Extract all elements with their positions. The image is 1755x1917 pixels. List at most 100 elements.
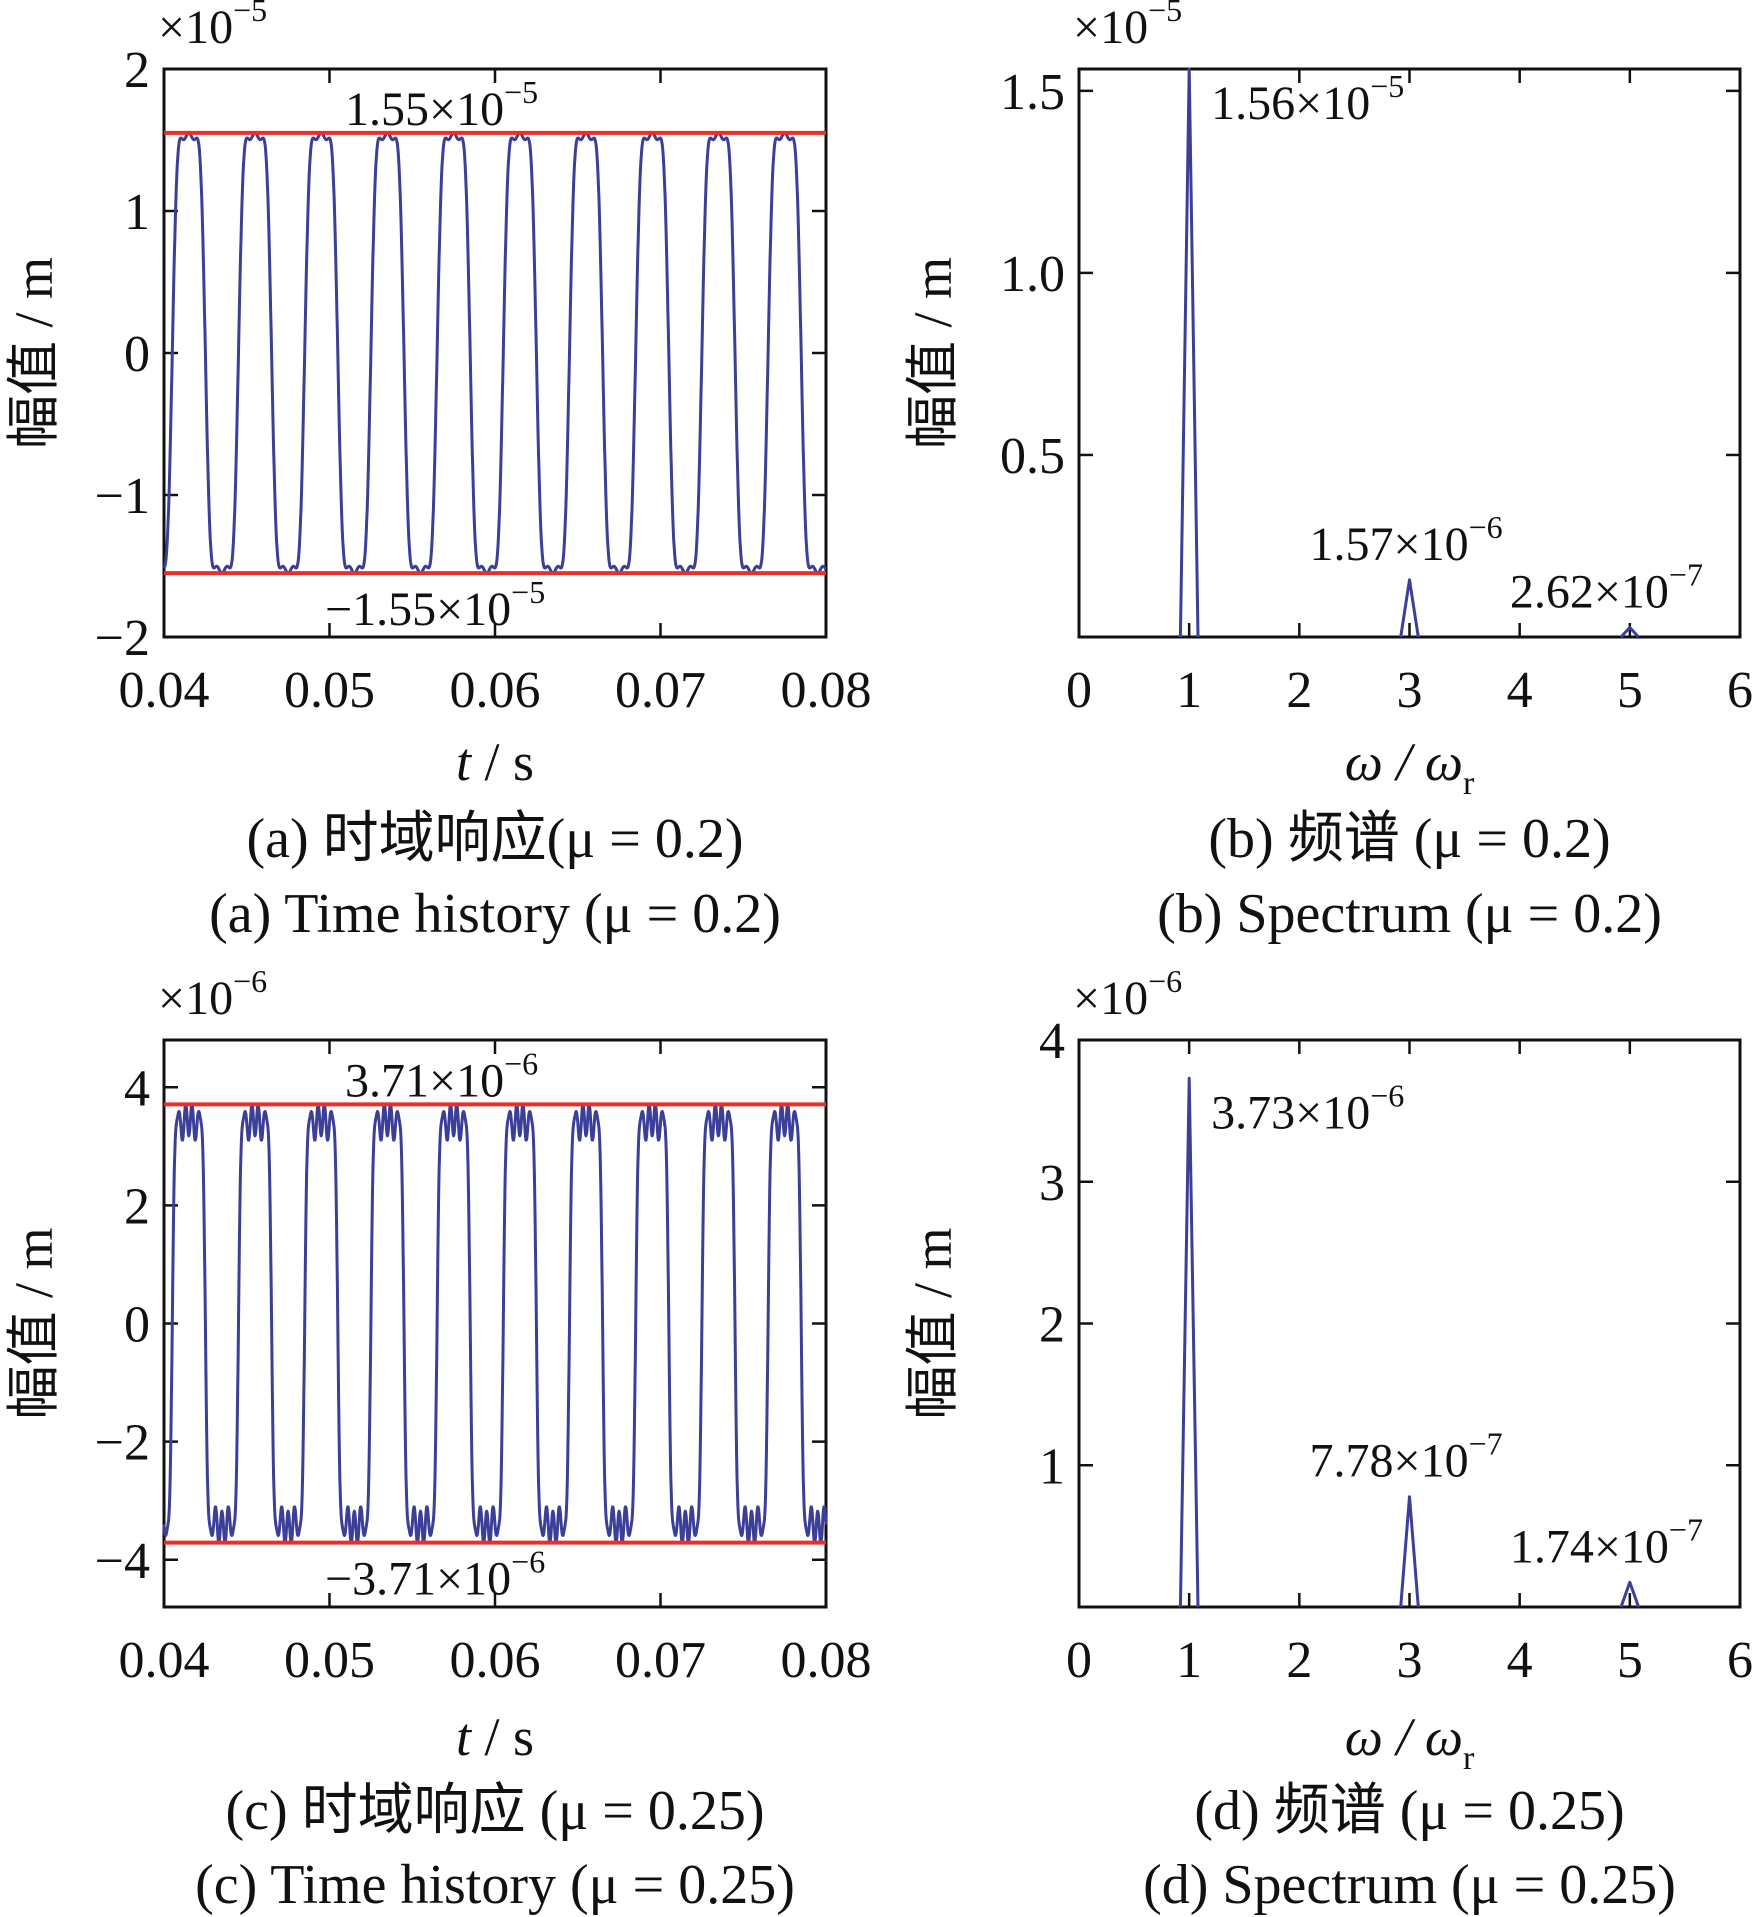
lower-bound-label-a-exp: −5 bbox=[511, 574, 545, 610]
x-tick-label: 0.04 bbox=[119, 1632, 210, 1689]
caption-cn-d: (d) 频谱 (μ = 0.25) bbox=[1194, 1780, 1624, 1842]
x-axis-label-var: ω / ω bbox=[1345, 732, 1463, 792]
y-axis-label-c: 幅值 / m bbox=[4, 1227, 64, 1419]
peak-label: 2.62×10−7 bbox=[1510, 556, 1703, 618]
axis-multiplier-c: ×10−6 bbox=[158, 963, 267, 1025]
peak-label-exp: −6 bbox=[1469, 509, 1503, 545]
spectrum-peak bbox=[1619, 626, 1640, 639]
spectrum-peak bbox=[1619, 1580, 1641, 1608]
peak-label: 1.56×10−5 bbox=[1211, 68, 1404, 130]
x-axis-label-sub: r bbox=[1463, 765, 1475, 802]
x-tick-label: 4 bbox=[1507, 1632, 1533, 1689]
x-axis-label-d: ω / ωr bbox=[1345, 1707, 1475, 1777]
caption-cn-b: (b) 频谱 (μ = 0.2) bbox=[1208, 808, 1610, 870]
x-tick-label: 0.05 bbox=[284, 662, 375, 719]
x-tick-label: 5 bbox=[1617, 662, 1643, 719]
peak-label-exp: −7 bbox=[1469, 1426, 1503, 1462]
x-tick-label: 0 bbox=[1066, 1632, 1092, 1689]
x-axis-label-var: t bbox=[456, 1707, 473, 1767]
x-tick-label: 5 bbox=[1617, 1632, 1643, 1689]
spectrum-peak bbox=[1399, 578, 1420, 638]
peak-label-base: 1.56×10 bbox=[1211, 77, 1370, 130]
upper-bound-label-c-exp: −6 bbox=[504, 1045, 538, 1081]
caption-en-c: (c) Time history (μ = 0.25) bbox=[195, 1854, 795, 1916]
upper-bound-label-a-exp: −5 bbox=[504, 74, 538, 110]
peak-label-exp: −7 bbox=[1669, 556, 1703, 592]
axis-multiplier-c-exp: −6 bbox=[233, 963, 267, 999]
x-tick-label: 1 bbox=[1176, 1632, 1202, 1689]
x-tick-label: 0.05 bbox=[284, 1632, 375, 1689]
peak-label: 7.78×10−7 bbox=[1310, 1426, 1503, 1488]
y-tick-label: 0 bbox=[124, 1297, 150, 1354]
x-tick-label: 2 bbox=[1286, 1632, 1312, 1689]
x-tick-label: 0.08 bbox=[781, 662, 872, 719]
axis-multiplier-c-base: ×10 bbox=[158, 972, 233, 1025]
axis-multiplier-d-exp: −6 bbox=[1148, 963, 1182, 999]
y-tick-label: 1.5 bbox=[1000, 64, 1065, 121]
axis-multiplier-d: ×10−6 bbox=[1073, 963, 1182, 1025]
x-tick-label: 0.07 bbox=[615, 662, 706, 719]
y-tick-label: 0.5 bbox=[1000, 428, 1065, 485]
y-tick-label: −4 bbox=[95, 1533, 150, 1590]
y-axis-label-a: 幅值 / m bbox=[4, 257, 64, 449]
y-tick-label: 4 bbox=[124, 1060, 150, 1117]
x-tick-label: 0.04 bbox=[119, 662, 210, 719]
x-tick-label: 0.08 bbox=[781, 1632, 872, 1689]
x-tick-label: 2 bbox=[1286, 662, 1312, 719]
y-tick-label: 2 bbox=[1039, 1297, 1065, 1354]
x-tick-label: 3 bbox=[1397, 1632, 1423, 1689]
x-axis-label-unit: / s bbox=[471, 732, 534, 792]
axis-multiplier-d-base: ×10 bbox=[1073, 972, 1148, 1025]
axis-multiplier-a-base: ×10 bbox=[158, 1, 233, 54]
upper-bound-label-c-base: 3.71×10 bbox=[345, 1054, 504, 1107]
plot-frame-a bbox=[162, 67, 828, 639]
x-axis-label-unit: / s bbox=[471, 1707, 534, 1767]
caption-en-d: (d) Spectrum (μ = 0.25) bbox=[1143, 1854, 1676, 1916]
peak-label-base: 1.57×10 bbox=[1310, 518, 1469, 571]
y-tick-label: 1 bbox=[1039, 1438, 1065, 1495]
y-axis-label-b: 幅值 / m bbox=[903, 257, 963, 449]
signal-line-a bbox=[162, 131, 828, 575]
x-tick-label: 3 bbox=[1397, 662, 1423, 719]
lower-bound-label-c: −3.71×10−6 bbox=[325, 1544, 545, 1606]
signal-line-c bbox=[162, 1102, 828, 1545]
y-axis-label-d: 幅值 / m bbox=[903, 1227, 963, 1419]
peak-label-base: 7.78×10 bbox=[1310, 1435, 1469, 1488]
lower-bound-label-c-base: −3.71×10 bbox=[325, 1553, 511, 1606]
axis-multiplier-b: ×10−5 bbox=[1073, 0, 1182, 54]
peak-label-exp: −5 bbox=[1370, 68, 1404, 104]
x-axis-label-var: t bbox=[456, 732, 473, 792]
peak-label-base: 1.74×10 bbox=[1510, 1520, 1669, 1573]
y-tick-label: −1 bbox=[95, 468, 150, 525]
y-tick-label: 1 bbox=[124, 184, 150, 241]
y-tick-label: 3 bbox=[1039, 1155, 1065, 1212]
caption-cn-a: (a) 时域响应(μ = 0.2) bbox=[246, 808, 743, 870]
x-axis-label-var: ω / ω bbox=[1345, 1707, 1463, 1767]
caption-cn-c: (c) 时域响应 (μ = 0.25) bbox=[225, 1780, 764, 1842]
caption-en-b: (b) Spectrum (μ = 0.2) bbox=[1157, 883, 1662, 945]
y-tick-label: 1.0 bbox=[1000, 246, 1065, 303]
axis-multiplier-a-exp: −5 bbox=[233, 0, 267, 28]
peak-label-exp: −7 bbox=[1669, 1511, 1703, 1547]
y-tick-label: −2 bbox=[95, 610, 150, 667]
x-tick-label: 0.07 bbox=[615, 1632, 706, 1689]
x-axis-label-c: t / s bbox=[456, 1707, 534, 1767]
x-axis-label-a: t / s bbox=[456, 732, 534, 792]
peak-label-exp: −6 bbox=[1370, 1077, 1404, 1113]
x-tick-label: 1 bbox=[1176, 662, 1202, 719]
y-tick-label: 0 bbox=[124, 326, 150, 383]
lower-bound-label-a: −1.55×10−5 bbox=[325, 574, 545, 636]
peak-label-base: 2.62×10 bbox=[1510, 565, 1669, 618]
spectrum-peak bbox=[1399, 1495, 1420, 1608]
x-tick-label: 0.06 bbox=[450, 662, 541, 719]
peak-label: 3.73×10−6 bbox=[1211, 1077, 1404, 1139]
y-tick-label: −2 bbox=[95, 1415, 150, 1472]
x-tick-label: 0.06 bbox=[450, 1632, 541, 1689]
lower-bound-label-c-exp: −6 bbox=[511, 1544, 545, 1580]
x-axis-label-sub: r bbox=[1463, 1740, 1475, 1777]
upper-bound-label-a: 1.55×10−5 bbox=[345, 74, 538, 136]
y-tick-label: 2 bbox=[124, 42, 150, 99]
peak-label-base: 3.73×10 bbox=[1211, 1086, 1370, 1139]
x-tick-label: 4 bbox=[1507, 662, 1533, 719]
